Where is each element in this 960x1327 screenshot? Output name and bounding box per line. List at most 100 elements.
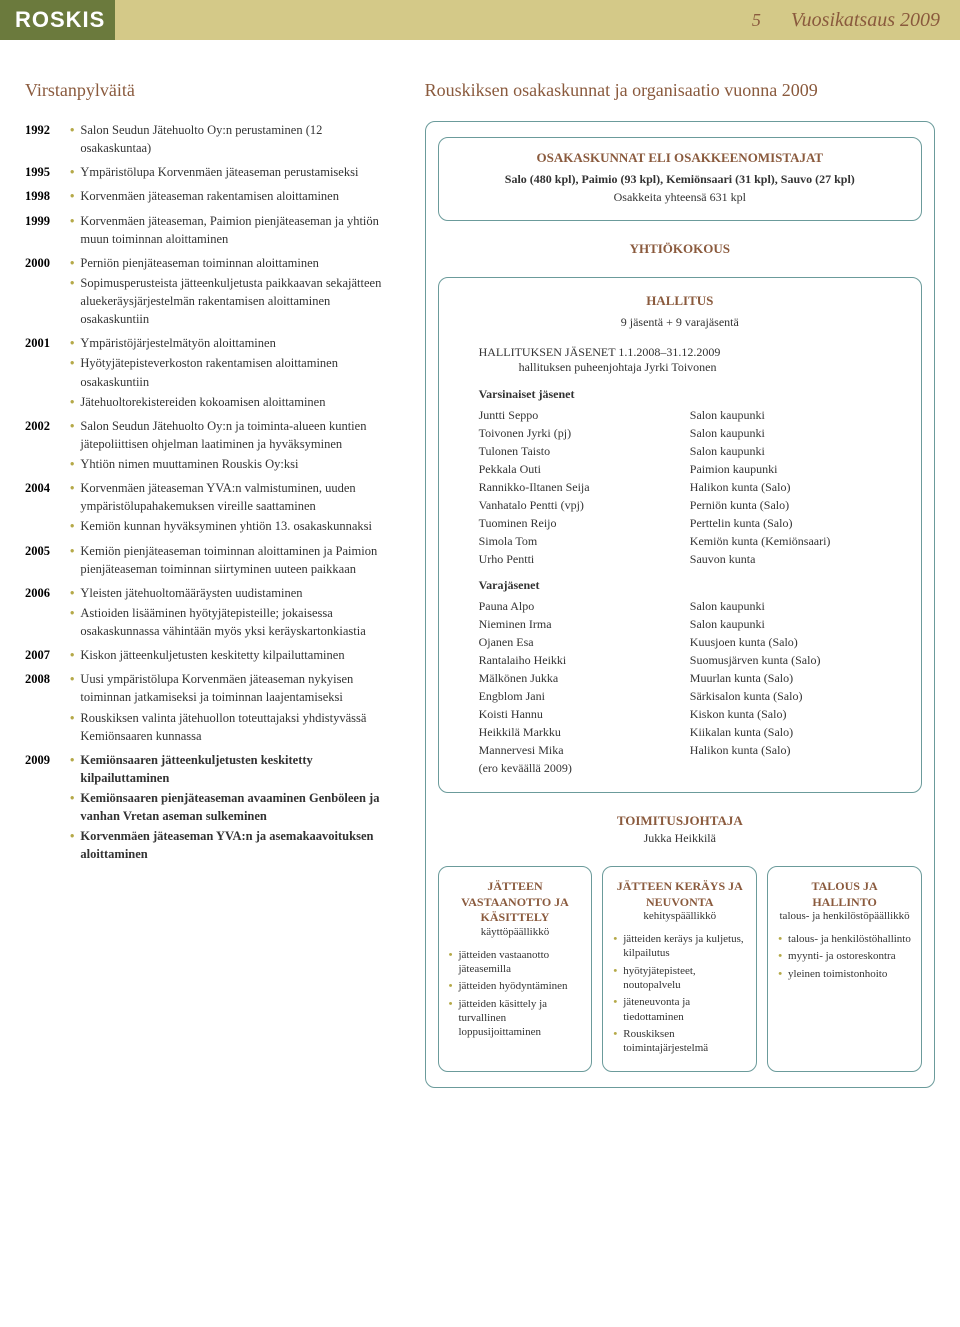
bullet-icon: •: [778, 932, 782, 946]
shareholders-row1: Salo (480 kpl), Paimio (93 kpl), Kemiöns…: [459, 172, 901, 187]
member-row: Pekkala OutiPaimion kaupunki: [459, 460, 901, 478]
timeline-item-text: Salon Seudun Jätehuolto Oy:n perustamine…: [80, 121, 394, 157]
year-label: 1998: [25, 187, 70, 207]
bullet-icon: •: [613, 964, 617, 993]
departments-row: JÄTTEEN VASTAANOTTO JA KÄSITTELYkäyttöpä…: [438, 866, 922, 1072]
bullet-icon: •: [70, 274, 74, 328]
timeline-year: 2008•Uusi ympäristölupa Korvenmäen jätea…: [25, 670, 395, 747]
timeline-item-text: Jätehuoltorekistereiden kokoamisen aloit…: [80, 393, 325, 411]
department-item-text: yleinen toimistonhoito: [788, 967, 887, 981]
header-title: Vuosikatsaus 2009: [791, 9, 940, 32]
department-box: TALOUS JA HALLINTOtalous- ja henkilöstöp…: [767, 866, 922, 1072]
timeline-year: 2000•Perniön pienjäteaseman toiminnan al…: [25, 254, 395, 331]
timeline-item: •Ympäristölupa Korvenmäen jäteaseman per…: [70, 163, 395, 181]
timeline-item: •Kemiönsaaren pienjäteaseman avaaminen G…: [70, 789, 395, 825]
member-name: Heikkilä Markku: [479, 723, 690, 741]
department-item: •Rouskiksen toimintajärjestelmä: [613, 1027, 746, 1056]
timeline-year: 2002•Salon Seudun Jätehuolto Oy:n ja toi…: [25, 417, 395, 475]
timeline-item: •Uusi ympäristölupa Korvenmäen jäteasema…: [70, 670, 395, 706]
timeline-item-text: Perniön pienjäteaseman toiminnan aloitta…: [80, 254, 318, 272]
department-item-text: jätteiden keräys ja kuljetus, kilpailutu…: [623, 932, 746, 961]
department-item: •jätteiden käsittely ja turvallinen lopp…: [449, 997, 582, 1040]
bullet-icon: •: [449, 979, 453, 993]
department-box: JÄTTEEN VASTAANOTTO JA KÄSITTELYkäyttöpä…: [438, 866, 593, 1072]
timeline-item: •Kemiön pienjäteaseman toiminnan aloitta…: [70, 542, 395, 578]
member-org: Salon kaupunki: [690, 406, 901, 424]
year-items: • Perniön pienjäteaseman toiminnan aloitt…: [70, 254, 395, 331]
year-items: •Salon Seudun Jätehuolto Oy:n ja toimint…: [70, 417, 395, 475]
org-title: Rouskiksen osakaskunnat ja organisaatio …: [425, 80, 935, 101]
department-item-text: myynti- ja ostoreskontra: [788, 949, 896, 963]
member-org: Kiikalan kunta (Salo): [690, 723, 901, 741]
content: Virstanpylväitä 1992•Salon Seudun Jätehu…: [0, 40, 960, 1113]
department-subtitle: kehityspäällikkö: [613, 910, 746, 922]
year-label: 2007: [25, 646, 70, 666]
bullet-icon: •: [70, 670, 74, 706]
board-period: HALLITUKSEN JÄSENET 1.1.2008–31.12.2009: [479, 345, 901, 360]
year-items: •Yleisten jätehuoltomääräysten uudistami…: [70, 584, 395, 642]
member-name: (ero keväällä 2009): [479, 759, 690, 777]
timeline-item: •Perniön pienjäteaseman toiminnan aloitt…: [70, 254, 395, 272]
timeline-item-text: Kemiönsaaren jätteenkuljetusten keskitet…: [80, 751, 394, 787]
department-item-text: jätteiden käsittely ja turvallinen loppu…: [458, 997, 581, 1040]
member-row: Rantalaiho HeikkiSuomusjärven kunta (Sal…: [459, 651, 901, 669]
timeline-item: •Rouskiksen valinta jätehuollon toteutta…: [70, 709, 395, 745]
year-items: •Uusi ympäristölupa Korvenmäen jäteasema…: [70, 670, 395, 747]
shareholders-box: OSAKASKUNNAT ELI OSAKKEENOMISTAJAT Salo …: [438, 137, 922, 221]
member-name: Simola Tom: [479, 532, 690, 550]
member-org: [690, 759, 901, 777]
department-title: JÄTTEEN KERÄYS JA NEUVONTA: [613, 879, 746, 910]
year-label: 2009: [25, 751, 70, 866]
timeline-item-text: Rouskiksen valinta jätehuollon toteuttaj…: [80, 709, 394, 745]
year-label: 1995: [25, 163, 70, 183]
ceo-title: TOIMITUSJOHTAJA: [438, 813, 922, 829]
department-item: • talous- ja henkilöstöhallinto: [778, 932, 911, 946]
bullet-icon: •: [778, 949, 782, 963]
logo-ro: RO: [15, 7, 50, 32]
member-org: Perniön kunta (Salo): [690, 496, 901, 514]
member-org: Salon kaupunki: [690, 615, 901, 633]
timeline-item: •Astioiden lisääminen hyötyjätepisteille…: [70, 604, 395, 640]
board-box: HALLITUS 9 jäsentä + 9 varajäsentä HALLI…: [438, 277, 922, 793]
timeline: 1992•Salon Seudun Jätehuolto Oy:n perust…: [25, 121, 395, 866]
bullet-icon: •: [70, 187, 74, 205]
bullet-icon: •: [70, 542, 74, 578]
year-label: 2005: [25, 542, 70, 580]
year-label: 2008: [25, 670, 70, 747]
logo: ROSKIS: [15, 7, 105, 33]
timeline-item-text: Ympäristöjärjestelmätyön aloittaminen: [80, 334, 275, 352]
department-item-text: talous- ja henkilöstöhallinto: [788, 932, 911, 946]
timeline-item: •Sopimusperusteista jätteenkuljetusta pa…: [70, 274, 395, 328]
department-title: TALOUS JA HALLINTO: [778, 879, 911, 910]
member-org: Halikon kunta (Salo): [690, 741, 901, 759]
left-column: Virstanpylväitä 1992•Salon Seudun Jätehu…: [25, 80, 395, 1088]
timeline-item: •Kemiön kunnan hyväksyminen yhtiön 13. o…: [70, 517, 395, 535]
timeline-item-text: Yhtiön nimen muuttaminen Rouskis Oy:ksi: [80, 455, 298, 473]
year-items: •Korvenmäen jäteaseman, Paimion pienjäte…: [70, 212, 395, 250]
year-items: •Korvenmäen jäteaseman rakentamisen aloi…: [70, 187, 395, 207]
member-row: Koisti HannuKiskon kunta (Salo): [459, 705, 901, 723]
member-name: Toivonen Jyrki (pj): [479, 424, 690, 442]
timeline-year: 1995•Ympäristölupa Korvenmäen jäteaseman…: [25, 163, 395, 183]
bullet-icon: •: [70, 646, 74, 664]
member-name: Tuominen Reijo: [479, 514, 690, 532]
bullet-icon: •: [778, 967, 782, 981]
bullet-icon: •: [70, 354, 74, 390]
timeline-year: 1999•Korvenmäen jäteaseman, Paimion pien…: [25, 212, 395, 250]
timeline-item: •Korvenmäen jäteaseman, Paimion pienjäte…: [70, 212, 395, 248]
board-intro: HALLITUKSEN JÄSENET 1.1.2008–31.12.2009 …: [459, 345, 901, 375]
member-name: Pauna Alpo: [479, 597, 690, 615]
timeline-item: •Korvenmäen jäteaseman rakentamisen aloi…: [70, 187, 395, 205]
member-row: Pauna AlpoSalon kaupunki: [459, 597, 901, 615]
department-item: •jätteiden keräys ja kuljetus, kilpailut…: [613, 932, 746, 961]
department-item: •jätteiden hyödyntäminen: [449, 979, 582, 993]
timeline-item: •Kemiönsaaren jätteenkuljetusten keskite…: [70, 751, 395, 787]
board-chair: hallituksen puheenjohtaja Jyrki Toivonen: [479, 360, 901, 375]
regular-members-list: Juntti SeppoSalon kaupunkiToivonen Jyrki…: [459, 406, 901, 568]
department-item: •hyötyjätepisteet, noutopalvelu: [613, 964, 746, 993]
member-name: Mälkönen Jukka: [479, 669, 690, 687]
year-items: •Ympäristöjärjestelmätyön aloittaminen•H…: [70, 334, 395, 413]
member-org: Kuusjoen kunta (Salo): [690, 633, 901, 651]
department-title: JÄTTEEN VASTAANOTTO JA KÄSITTELY: [449, 879, 582, 926]
bullet-icon: •: [70, 479, 74, 515]
